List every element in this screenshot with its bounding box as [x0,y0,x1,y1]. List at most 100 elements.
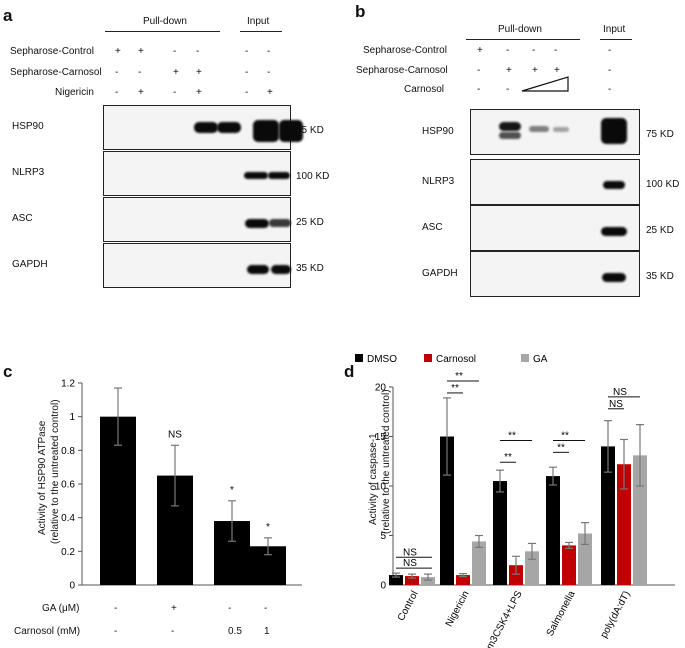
panel-b-input-header: Input [603,24,626,35]
treatment-mark: + [506,65,512,76]
blot-protein-label: ASC [12,213,33,224]
treatment-mark: + [138,87,144,98]
caspase-1-chart: 0 5 10 15 20 DMSO Carnosol GA Control Nigericin Pm… [355,354,675,648]
bar [509,565,523,585]
treatment-mark: - [171,626,175,637]
panel-b-pulldown-line [466,39,580,40]
panel-a-row-label: Sepharose-Control [10,46,94,57]
legend-label: Carnosol [436,354,476,365]
treatment-mark: - [196,46,200,57]
treatment-mark: - [554,45,558,56]
treatment-mark: 0.5 [228,626,242,637]
significance-label: ** [455,371,463,382]
legend-label: DMSO [367,354,397,365]
kd-marker: 100 KD [646,179,680,190]
legend-swatch [424,354,432,362]
panel-a-label: a [3,6,13,25]
kd-marker: 75 KD [296,125,324,136]
treatment-mark: - [245,87,249,98]
category-label: poly(dA:dT) [599,589,633,640]
treatment-mark: - [138,67,142,78]
bar [617,464,631,585]
panel-a-input-header: Input [247,16,270,27]
significance-label: NS [403,547,417,558]
panel-b-row-label: Sepharose-Carnosol [356,65,448,76]
blot-protein-label: GAPDH [422,268,458,279]
treatment-mark: - [608,65,612,76]
treatment-mark: + [173,67,179,78]
panel-c-label: c [3,362,13,381]
bar [601,446,615,585]
treatment-mark: + [196,87,202,98]
y-tick-label: 1.2 [61,379,75,390]
treatment-mark: + [171,603,177,614]
treatment-mark: + [138,46,144,57]
bar [389,575,403,585]
y-tick-label: 0.4 [61,513,75,524]
category-label: Pm3CSK4+LPS [481,589,524,648]
blot-membrane [103,243,291,288]
significance-label: NS [403,558,417,569]
treatment-mark: - [245,67,249,78]
protein-band [601,227,627,236]
legend-swatch [521,354,529,362]
treatment-mark: + [196,67,202,78]
treatment-mark: 1 [264,626,270,637]
significance-label: NS [613,387,627,398]
blot-protein-label: GAPDH [12,259,48,270]
treatment-mark: - [608,84,612,95]
kd-marker: 75 KD [646,129,674,140]
panel-b-input-line [600,39,632,40]
significance-label: ** [557,442,565,453]
protein-band [245,219,269,228]
y-tick-label: 5 [380,531,386,542]
blot-membrane [470,109,640,155]
protein-band [499,132,521,139]
carnosol-gradient-wedge [521,76,569,92]
treatment-mark: + [477,45,483,56]
protein-band [217,122,241,133]
treatment-mark: - [173,87,177,98]
significance-label: ** [504,452,512,463]
panel-c-row-label: Carnosol (mM) [14,626,81,637]
treatment-mark: - [506,84,510,95]
treatment-mark: - [532,45,536,56]
treatment-mark: + [267,87,273,98]
treatment-mark: + [554,65,560,76]
treatment-mark: - [608,45,612,56]
bar [578,533,592,585]
significance-label: NS [609,399,623,410]
bar [456,575,470,585]
protein-band [268,172,290,179]
hsp90-atpase-chart: 0 0.2 0.4 0.6 0.8 1 1.2 NS * * [61,379,302,592]
panel-d-ylabel: Activity of caspase-1 [368,433,379,525]
panel-b-row-label: Carnosol [404,84,445,95]
treatment-mark: + [532,65,538,76]
protein-band [601,118,627,144]
treatment-mark: - [115,87,119,98]
bar [440,436,454,585]
treatment-mark: - [506,45,510,56]
y-tick-label: 0.2 [61,547,75,558]
panel-a-row-label: Sepharose-Carnosol [10,67,102,78]
kd-marker: 35 KD [646,271,674,282]
bar [405,576,419,585]
treatment-mark: - [267,67,271,78]
category-label: Nigericin [444,589,472,629]
y-tick-label: 15 [375,432,387,443]
blot-membrane [470,251,640,297]
significance-label: * [266,522,270,533]
treatment-mark: - [173,46,177,57]
kd-marker: 25 KD [646,225,674,236]
blot-protein-label: HSP90 [422,126,454,137]
treatment-mark: - [114,626,118,637]
blot-membrane [103,197,291,242]
blot-membrane [470,159,640,205]
blot-protein-label: HSP90 [12,121,44,132]
protein-band [194,122,218,133]
panel-b-label: b [355,2,366,21]
treatment-mark: - [228,603,232,614]
panel-b-pulldown-header: Pull-down [498,24,542,35]
bar [421,577,435,585]
